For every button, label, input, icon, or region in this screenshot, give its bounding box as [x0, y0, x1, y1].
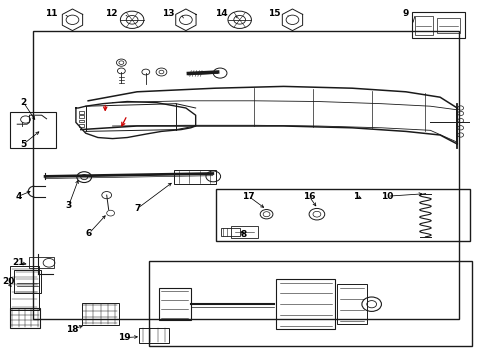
- Text: 11: 11: [45, 9, 58, 18]
- Bar: [33, 31, 458, 319]
- Bar: [79, 111, 84, 114]
- Text: 4: 4: [16, 192, 22, 201]
- Bar: [10, 112, 56, 148]
- Text: 9: 9: [402, 9, 408, 18]
- Text: 12: 12: [105, 9, 118, 18]
- Bar: [10, 308, 40, 328]
- Text: 3: 3: [65, 202, 72, 210]
- Text: 21: 21: [12, 258, 25, 267]
- Text: 19: 19: [118, 333, 131, 342]
- Bar: [79, 124, 84, 127]
- Bar: [174, 170, 215, 184]
- Text: 18: 18: [66, 325, 79, 334]
- Text: 6: 6: [86, 229, 92, 238]
- Bar: [14, 270, 41, 293]
- Text: 17: 17: [242, 192, 254, 201]
- Bar: [79, 120, 84, 122]
- Bar: [411, 12, 464, 38]
- Bar: [139, 328, 168, 343]
- Text: 2: 2: [20, 98, 27, 107]
- Text: 13: 13: [162, 9, 174, 18]
- Bar: [230, 226, 257, 238]
- Bar: [276, 279, 334, 329]
- Bar: [436, 18, 459, 33]
- Bar: [29, 257, 54, 268]
- Bar: [414, 16, 432, 35]
- Text: 20: 20: [2, 277, 14, 286]
- Bar: [221, 228, 239, 236]
- Bar: [149, 261, 471, 346]
- Bar: [216, 189, 469, 241]
- Text: 5: 5: [20, 140, 27, 149]
- Text: 16: 16: [302, 192, 315, 201]
- Bar: [79, 115, 84, 118]
- Bar: [10, 266, 39, 310]
- Text: 1: 1: [352, 192, 358, 201]
- Bar: [337, 284, 366, 324]
- Bar: [159, 288, 190, 320]
- Text: 8: 8: [240, 230, 246, 239]
- Bar: [82, 303, 119, 325]
- Text: 7: 7: [135, 204, 141, 212]
- Text: 10: 10: [380, 192, 393, 201]
- Text: 14: 14: [215, 9, 227, 18]
- Text: 15: 15: [267, 9, 280, 18]
